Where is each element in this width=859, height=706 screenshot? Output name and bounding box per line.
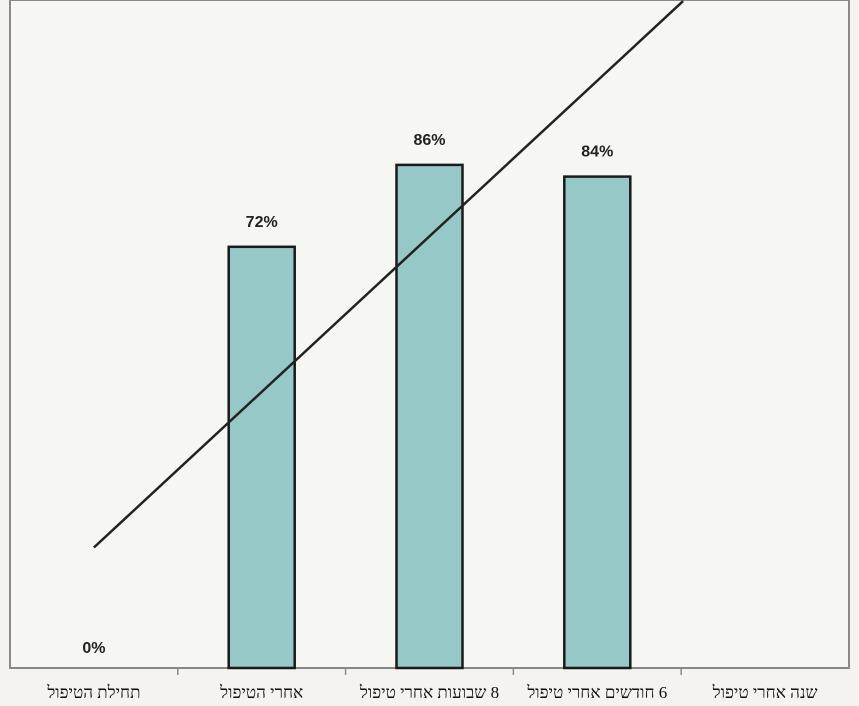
data-label: 86%: [413, 132, 445, 149]
category-label: 6 חודשים אחרי טיפול: [526, 683, 667, 702]
trend-line: [93, 0, 684, 549]
category-label: אחרי הטיפול: [219, 683, 303, 702]
data-label: 84%: [581, 144, 613, 161]
bar: [563, 175, 632, 670]
category-label: 8 שבועות אחרי טיפול: [359, 683, 499, 702]
bar: [395, 163, 464, 670]
category-label: שנה אחרי טיפול: [712, 683, 818, 702]
data-label: 72%: [246, 214, 278, 231]
data-label: 0%: [82, 640, 105, 657]
bar: [227, 245, 296, 670]
category-label: תחילת הטיפול: [46, 683, 140, 702]
